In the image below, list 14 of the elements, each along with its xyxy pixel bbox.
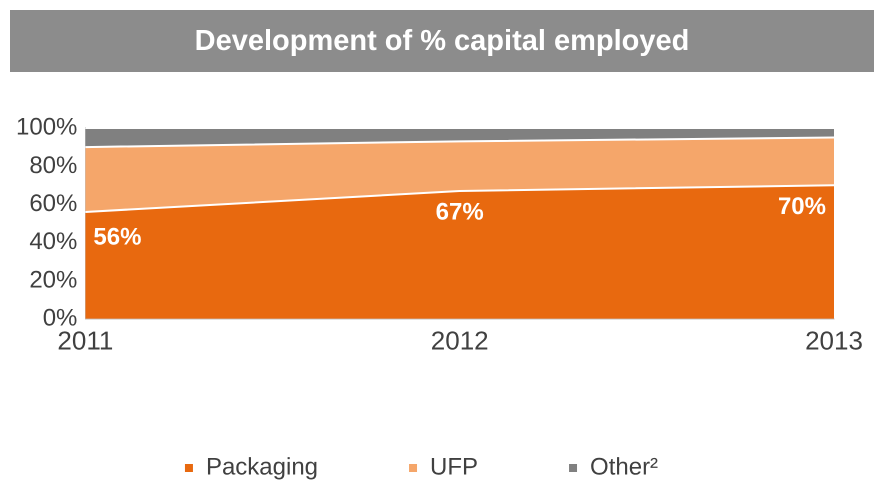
- x-tick-label: 2012: [430, 326, 489, 356]
- data-label: 67%: [436, 198, 484, 226]
- y-tick-label: 60%: [29, 190, 78, 217]
- legend-label: UFP: [430, 454, 478, 481]
- y-tick-label: 20%: [29, 266, 78, 294]
- legend-label: Packaging: [206, 454, 318, 481]
- data-label: 56%: [93, 224, 142, 251]
- chart-title: Development of % capital employed: [10, 10, 874, 72]
- y-tick-label: 40%: [29, 228, 78, 256]
- y-tick-label: 100%: [16, 114, 78, 141]
- y-tick-label: 80%: [29, 152, 78, 179]
- legend-label: Other²: [590, 454, 658, 481]
- data-label: 70%: [778, 192, 826, 220]
- x-tick-label: 2013: [805, 326, 863, 356]
